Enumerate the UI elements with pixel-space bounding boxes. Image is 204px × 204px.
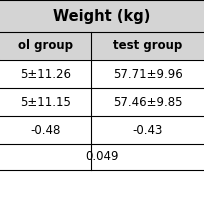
Bar [0,32,204,60]
Bar [0,88,204,116]
Bar [0,116,204,144]
Bar [0,144,204,170]
Text: -0.48: -0.48 [30,123,61,136]
Text: 57.46±9.85: 57.46±9.85 [113,95,182,109]
Bar [0,60,204,88]
Text: 57.71±9.96: 57.71±9.96 [113,68,182,81]
Bar [0,0,204,32]
Text: test group: test group [113,40,182,52]
Text: 5±11.15: 5±11.15 [20,95,71,109]
Text: Weight (kg): Weight (kg) [53,9,151,23]
Text: 0.049: 0.049 [85,151,119,163]
Text: ol group: ol group [18,40,73,52]
Text: -0.43: -0.43 [132,123,163,136]
Text: 5±11.26: 5±11.26 [20,68,71,81]
